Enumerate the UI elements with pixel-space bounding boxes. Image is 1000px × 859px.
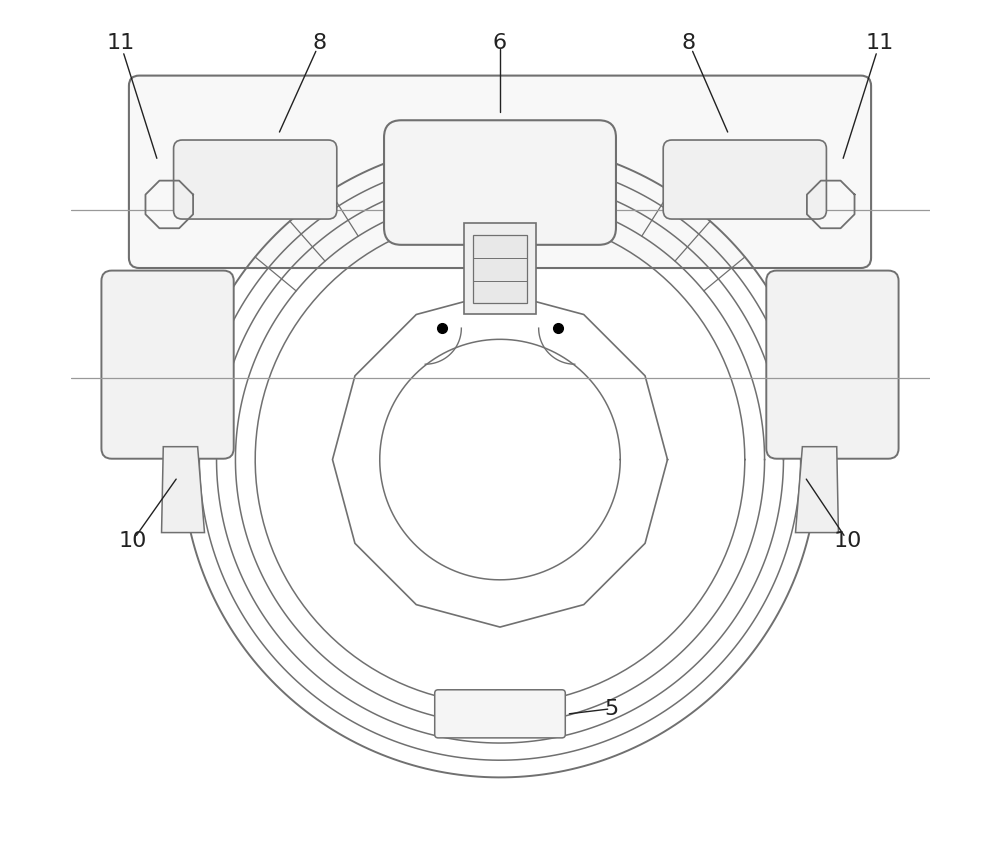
- Polygon shape: [795, 447, 838, 533]
- Text: 11: 11: [866, 33, 894, 53]
- Text: 8: 8: [682, 33, 696, 53]
- Bar: [464, 223, 536, 314]
- Text: 5: 5: [605, 698, 619, 719]
- Text: 10: 10: [834, 531, 862, 551]
- FancyBboxPatch shape: [766, 271, 899, 459]
- Text: 11: 11: [106, 33, 134, 53]
- Bar: [473, 235, 527, 303]
- Text: 6: 6: [493, 33, 507, 53]
- Text: 10: 10: [118, 531, 147, 551]
- FancyBboxPatch shape: [174, 140, 337, 219]
- FancyBboxPatch shape: [129, 76, 871, 268]
- Polygon shape: [162, 447, 205, 533]
- FancyBboxPatch shape: [101, 271, 234, 459]
- FancyBboxPatch shape: [435, 690, 565, 738]
- FancyBboxPatch shape: [384, 120, 616, 245]
- FancyBboxPatch shape: [663, 140, 826, 219]
- Text: 8: 8: [313, 33, 327, 53]
